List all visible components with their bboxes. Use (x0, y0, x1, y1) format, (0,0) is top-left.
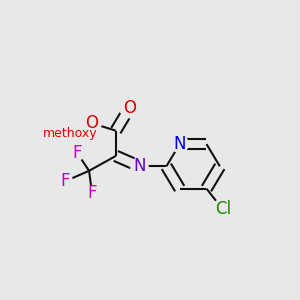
Text: Cl: Cl (215, 200, 231, 218)
Circle shape (85, 186, 99, 200)
Text: F: F (61, 172, 70, 190)
Circle shape (58, 174, 73, 188)
Circle shape (120, 99, 138, 118)
Circle shape (171, 136, 188, 153)
Text: O: O (85, 114, 98, 132)
Text: methoxy: methoxy (42, 127, 97, 140)
Text: N: N (133, 157, 146, 175)
Circle shape (53, 117, 86, 150)
Circle shape (212, 199, 233, 220)
Text: F: F (72, 144, 82, 162)
Circle shape (131, 158, 148, 175)
Circle shape (52, 116, 88, 152)
Text: N: N (173, 135, 186, 153)
Circle shape (70, 146, 84, 160)
Circle shape (83, 114, 101, 132)
Text: F: F (87, 184, 97, 202)
Text: O: O (123, 99, 136, 117)
